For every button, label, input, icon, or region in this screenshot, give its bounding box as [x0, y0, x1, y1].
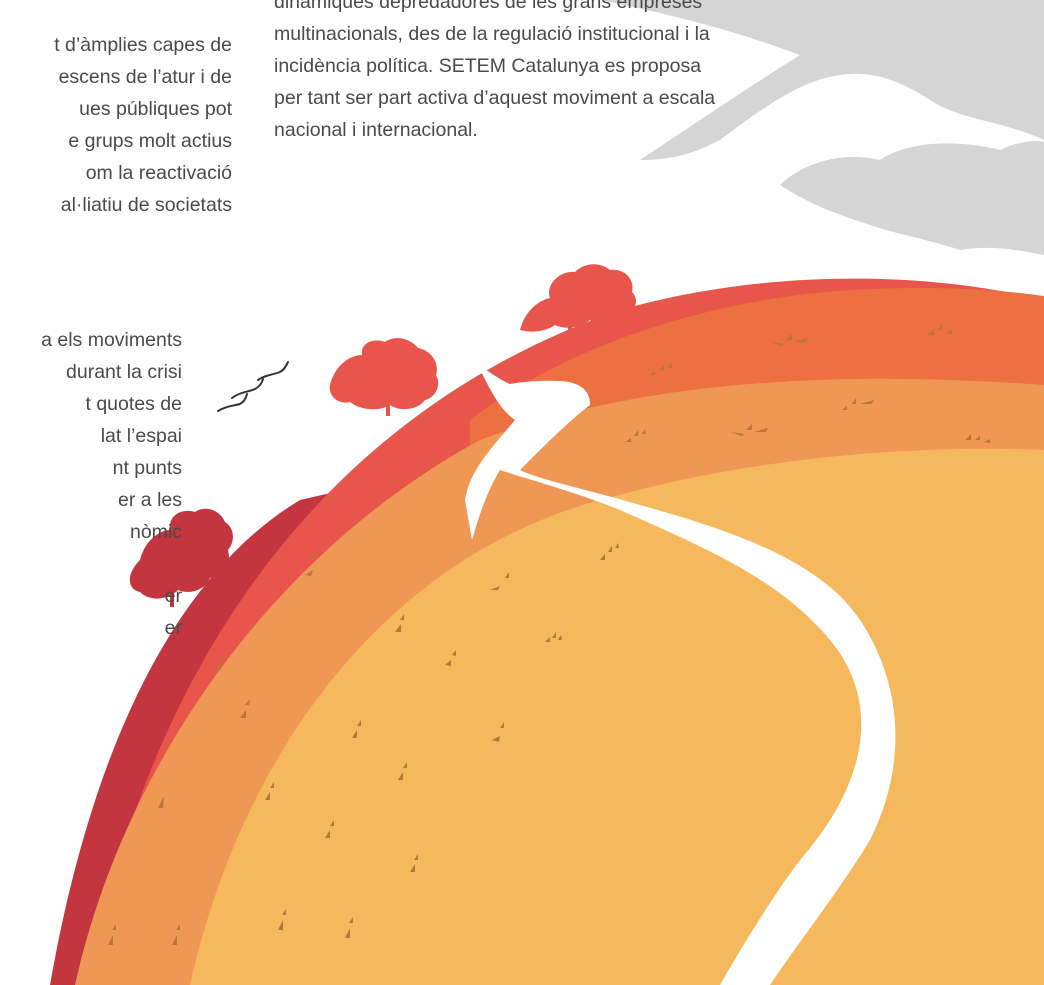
birds-icon — [217, 361, 289, 412]
cloud-shape — [600, 0, 1044, 255]
text-line: a els moviments — [41, 329, 182, 351]
left-paragraph-1: t d’àmplies capes de escens de l’atur i … — [0, 29, 232, 221]
text-line: incidència política. SETEM Catalunya es … — [274, 55, 702, 77]
text-line: e grups molt actius — [68, 130, 232, 152]
text-line: om la reactivació — [85, 162, 232, 184]
text-line: al·liatiu de societats — [60, 194, 232, 216]
text-line: ues públiques pot — [79, 98, 232, 120]
text-line: per tant ser part activa d’aquest movime… — [274, 87, 716, 109]
text-line: t d’àmplies capes de — [54, 34, 232, 56]
tree-middle — [329, 338, 439, 416]
tree-top — [520, 264, 636, 335]
text-line: nacional i internacional. — [274, 119, 478, 141]
right-paragraph: dinàmiques depredadores de les grans emp… — [274, 0, 715, 146]
text-line — [0, 548, 182, 580]
text-line: lat l’espai — [100, 425, 182, 447]
text-line: nt punts — [112, 457, 182, 479]
text-line: dinàmiques depredadores de les grans emp… — [274, 0, 703, 13]
text-line: er a les — [118, 489, 182, 511]
text-line: t quotes de — [85, 393, 183, 415]
text-line: er — [164, 617, 182, 639]
tree-left — [129, 508, 233, 607]
left-paragraph-2: a els moviments durant la crisi t quotes… — [0, 324, 182, 644]
text-line: multinacionals, des de la regulació inst… — [274, 23, 710, 45]
text-line: durant la crisi — [66, 361, 182, 383]
text-line: er — [164, 585, 182, 607]
text-line: nòmic — [129, 521, 182, 543]
grass-marks — [108, 324, 990, 945]
text-line: escens de l’atur i de — [58, 66, 232, 88]
